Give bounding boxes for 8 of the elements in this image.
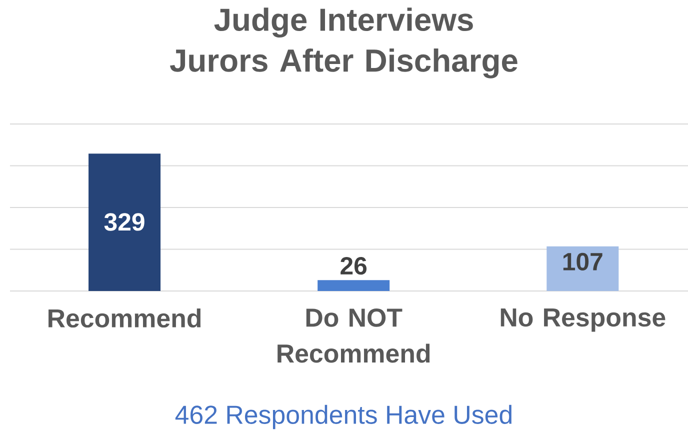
- data-label: 107: [563, 252, 602, 270]
- data-label: 26: [340, 256, 367, 275]
- x-tick-label: No Response: [500, 308, 666, 332]
- x-tick-label: Do NOT Recommend: [278, 308, 430, 363]
- text: 462 Respondents Have Used: [175, 404, 512, 430]
- chart-title: Judge Interviews Jurors After Discharge: [170, 8, 518, 78]
- data-label: 329: [104, 213, 144, 231]
- x-tick-label: Recommend: [48, 308, 201, 328]
